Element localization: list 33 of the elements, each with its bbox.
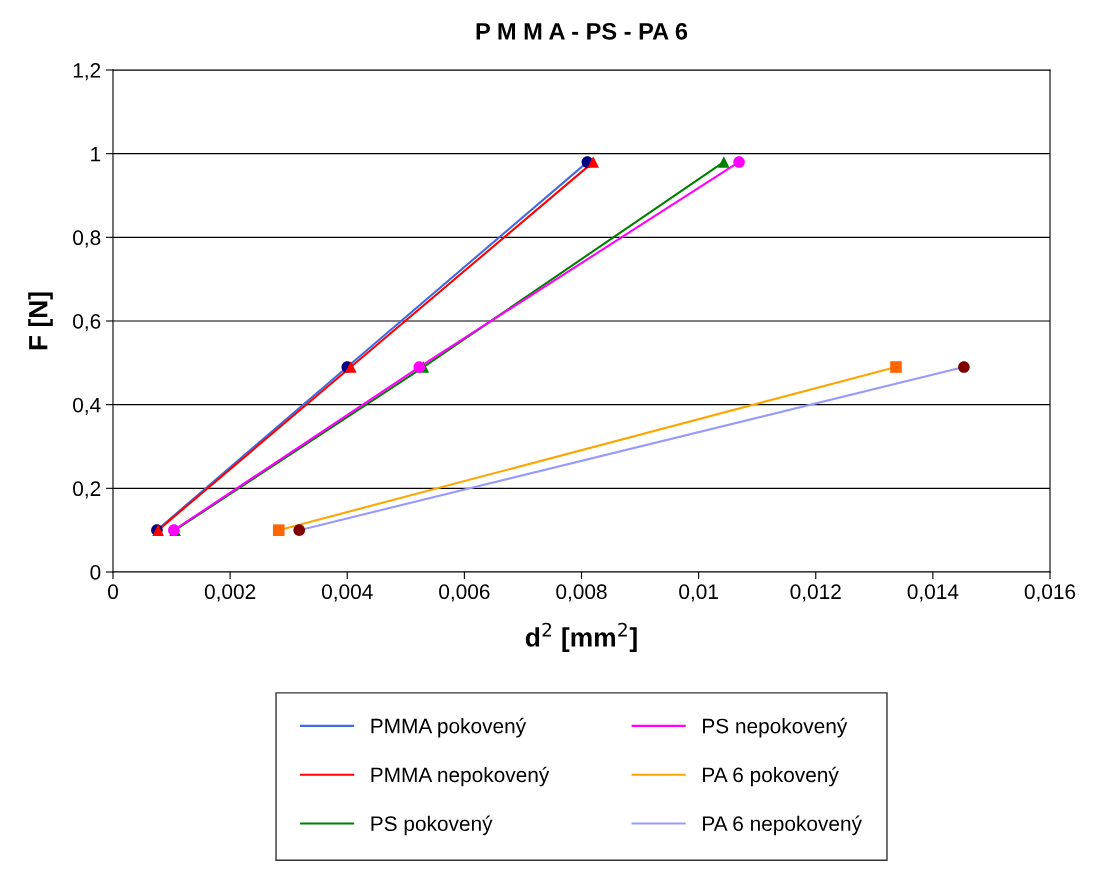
y-tick-label: 1,2: [73, 63, 101, 81]
legend-label: PMMA nepokovený: [371, 766, 550, 787]
x-tick-label: 0,014: [907, 584, 959, 602]
legend-label: PA 6 pokovený: [703, 766, 839, 787]
point: [958, 361, 970, 373]
y-axis-title: F [N]: [28, 292, 53, 350]
x-tick-label: 0,01: [679, 584, 718, 602]
point: [293, 524, 306, 536]
x-tick-label: 0,006: [439, 584, 490, 602]
x-tick-label: 0: [108, 584, 118, 600]
x-tick-label: 0,012: [790, 584, 841, 602]
legend-label: PS pokovený: [371, 815, 493, 836]
legend-label: PS nepokovený: [703, 717, 848, 738]
y-tick-label: 1: [91, 146, 101, 162]
point: [733, 156, 745, 168]
y-tick-label: 0: [90, 565, 101, 580]
legend-label: PMMA pokovený: [371, 717, 527, 738]
chart-title: P M M A - PS - PA 6: [476, 22, 688, 40]
point: [587, 156, 600, 168]
y-tick-label: 0,4: [73, 397, 101, 415]
y-tick-label: 0,6: [73, 314, 101, 332]
x-tick-label: 0,016: [1024, 584, 1076, 602]
y-tick-label: 0,2: [73, 481, 101, 499]
legend-label: PA 6 nepokovený: [703, 815, 862, 836]
point: [890, 361, 902, 373]
point: [718, 156, 730, 168]
x-tick-label: 0,008: [556, 584, 607, 602]
point: [272, 524, 285, 536]
x-tick-label: 0,002: [204, 584, 256, 602]
x-axis-title: d$^{2}$ [mm$^{2}$]: [525, 622, 637, 652]
x-tick-label: 0,004: [322, 584, 373, 602]
y-tick-label: 0,8: [73, 230, 101, 248]
point: [413, 361, 426, 373]
